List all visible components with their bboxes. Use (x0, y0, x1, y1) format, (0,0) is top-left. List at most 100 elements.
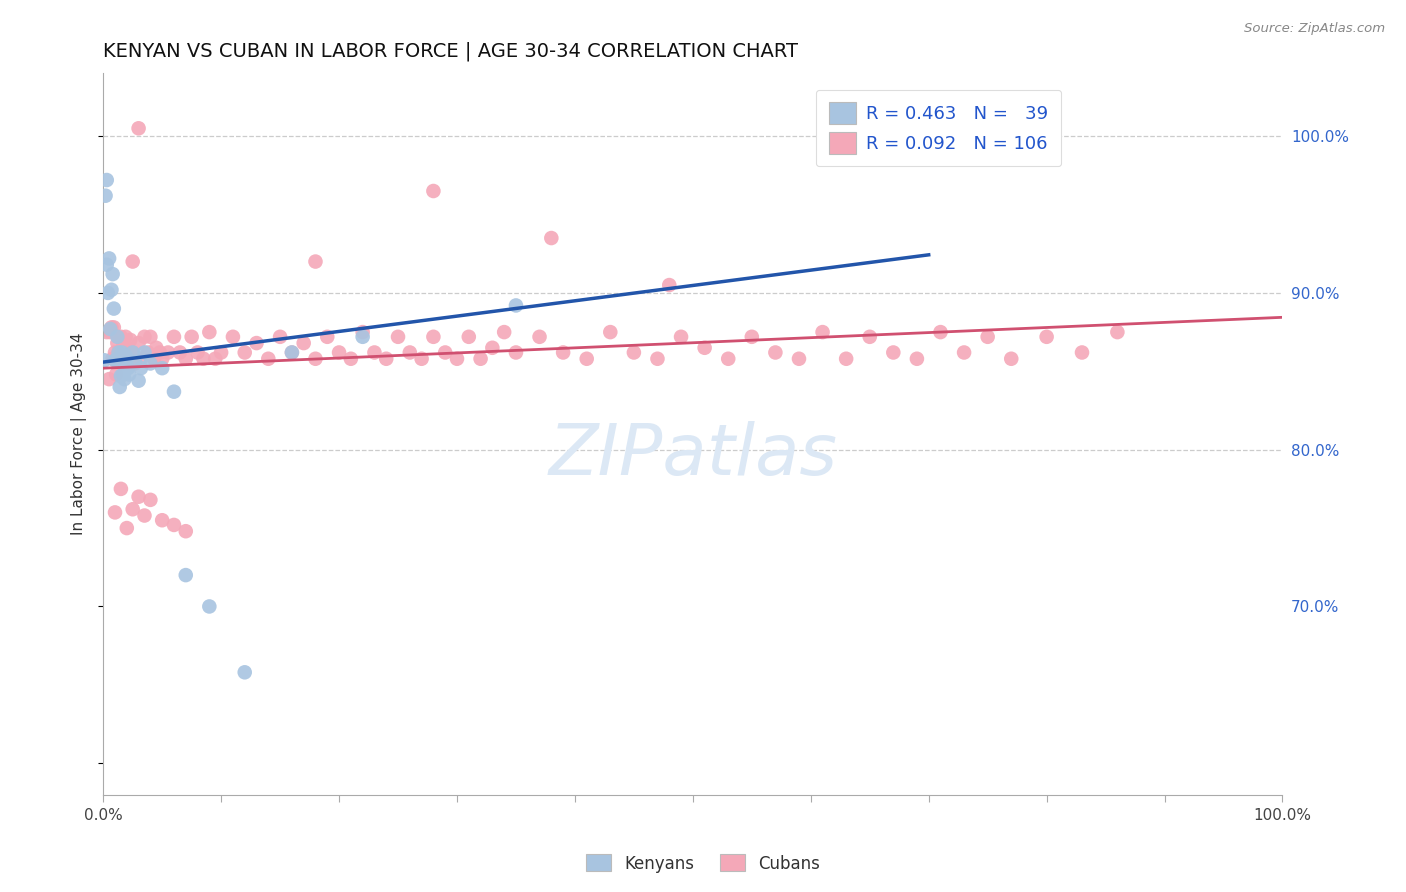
Point (787, 351, 810, 366)
Point (103, 301, 125, 316)
Point (128, 490, 150, 504)
Point (304, 254, 326, 268)
Point (96, 325, 118, 339)
Point (457, 330, 479, 344)
Point (107, 345, 129, 359)
Point (163, 384, 186, 399)
Point (328, 345, 350, 359)
Point (647, 351, 669, 366)
Point (96, 258, 118, 272)
Point (121, 254, 143, 268)
Point (281, 345, 304, 359)
Point (104, 345, 127, 359)
Point (124, 356, 146, 370)
Text: KENYAN VS CUBAN IN LABOR FORCE | AGE 30-34 CORRELATION CHART: KENYAN VS CUBAN IN LABOR FORCE | AGE 30-… (103, 42, 799, 62)
Point (1107, 325, 1129, 339)
Point (470, 351, 492, 366)
Point (115, 521, 138, 535)
Point (1000, 351, 1022, 366)
Text: Source: ZipAtlas.com: Source: ZipAtlas.com (1244, 22, 1385, 36)
Point (117, 341, 139, 355)
Point (110, 330, 132, 344)
Point (142, 351, 165, 366)
Point (481, 341, 503, 355)
Point (124, 355, 146, 369)
Point (105, 330, 128, 344)
Point (96, 173, 118, 187)
Point (575, 351, 598, 366)
Point (540, 231, 562, 245)
Point (1035, 330, 1057, 344)
Point (233, 345, 256, 359)
Point (193, 351, 215, 366)
Point (763, 345, 786, 359)
Point (976, 330, 998, 344)
Point (110, 482, 132, 496)
Point (128, 374, 150, 388)
Point (422, 330, 444, 344)
Point (835, 351, 858, 366)
Point (105, 353, 128, 368)
Point (136, 345, 159, 359)
Point (741, 330, 763, 344)
Point (269, 330, 291, 344)
Point (494, 325, 516, 339)
Point (292, 336, 315, 351)
Point (107, 351, 129, 366)
Point (118, 368, 141, 382)
Point (134, 330, 156, 344)
Point (145, 341, 167, 355)
Point (505, 345, 527, 359)
Point (128, 121, 150, 136)
Point (98, 322, 121, 336)
Point (121, 345, 143, 359)
Point (115, 351, 138, 366)
Point (121, 502, 143, 516)
Point (149, 345, 172, 359)
Point (112, 336, 135, 351)
Point (163, 330, 186, 344)
Point (198, 325, 221, 339)
Point (693, 341, 716, 355)
Point (669, 330, 692, 344)
Point (111, 345, 134, 359)
Point (134, 508, 156, 523)
Point (105, 368, 128, 382)
Point (953, 345, 976, 359)
Point (98, 325, 121, 339)
Point (245, 336, 267, 351)
Point (114, 345, 136, 359)
Point (363, 345, 385, 359)
Point (174, 524, 197, 539)
Point (918, 129, 941, 144)
Point (599, 325, 621, 339)
Point (163, 517, 186, 532)
Point (98, 372, 121, 386)
Point (157, 345, 180, 359)
Point (93, 353, 115, 368)
Point (422, 184, 444, 198)
Point (257, 351, 280, 366)
Point (114, 372, 136, 386)
Point (882, 345, 904, 359)
Point (117, 361, 139, 376)
Y-axis label: In Labor Force | Age 30-34: In Labor Force | Age 30-34 (72, 333, 87, 535)
Point (180, 330, 202, 344)
Point (505, 298, 527, 312)
Point (97, 285, 120, 300)
Point (553, 345, 575, 359)
Point (352, 330, 374, 344)
Point (134, 345, 156, 359)
Point (375, 351, 398, 366)
Point (150, 513, 173, 527)
Point (281, 345, 304, 359)
Point (118, 351, 141, 366)
Point (112, 368, 135, 382)
Point (811, 325, 834, 339)
Point (446, 351, 468, 366)
Point (859, 330, 882, 344)
Legend: R = 0.463   N =   39, R = 0.092   N = 106: R = 0.463 N = 39, R = 0.092 N = 106 (815, 90, 1062, 166)
Point (174, 351, 197, 366)
Point (120, 333, 142, 347)
Point (658, 278, 681, 293)
